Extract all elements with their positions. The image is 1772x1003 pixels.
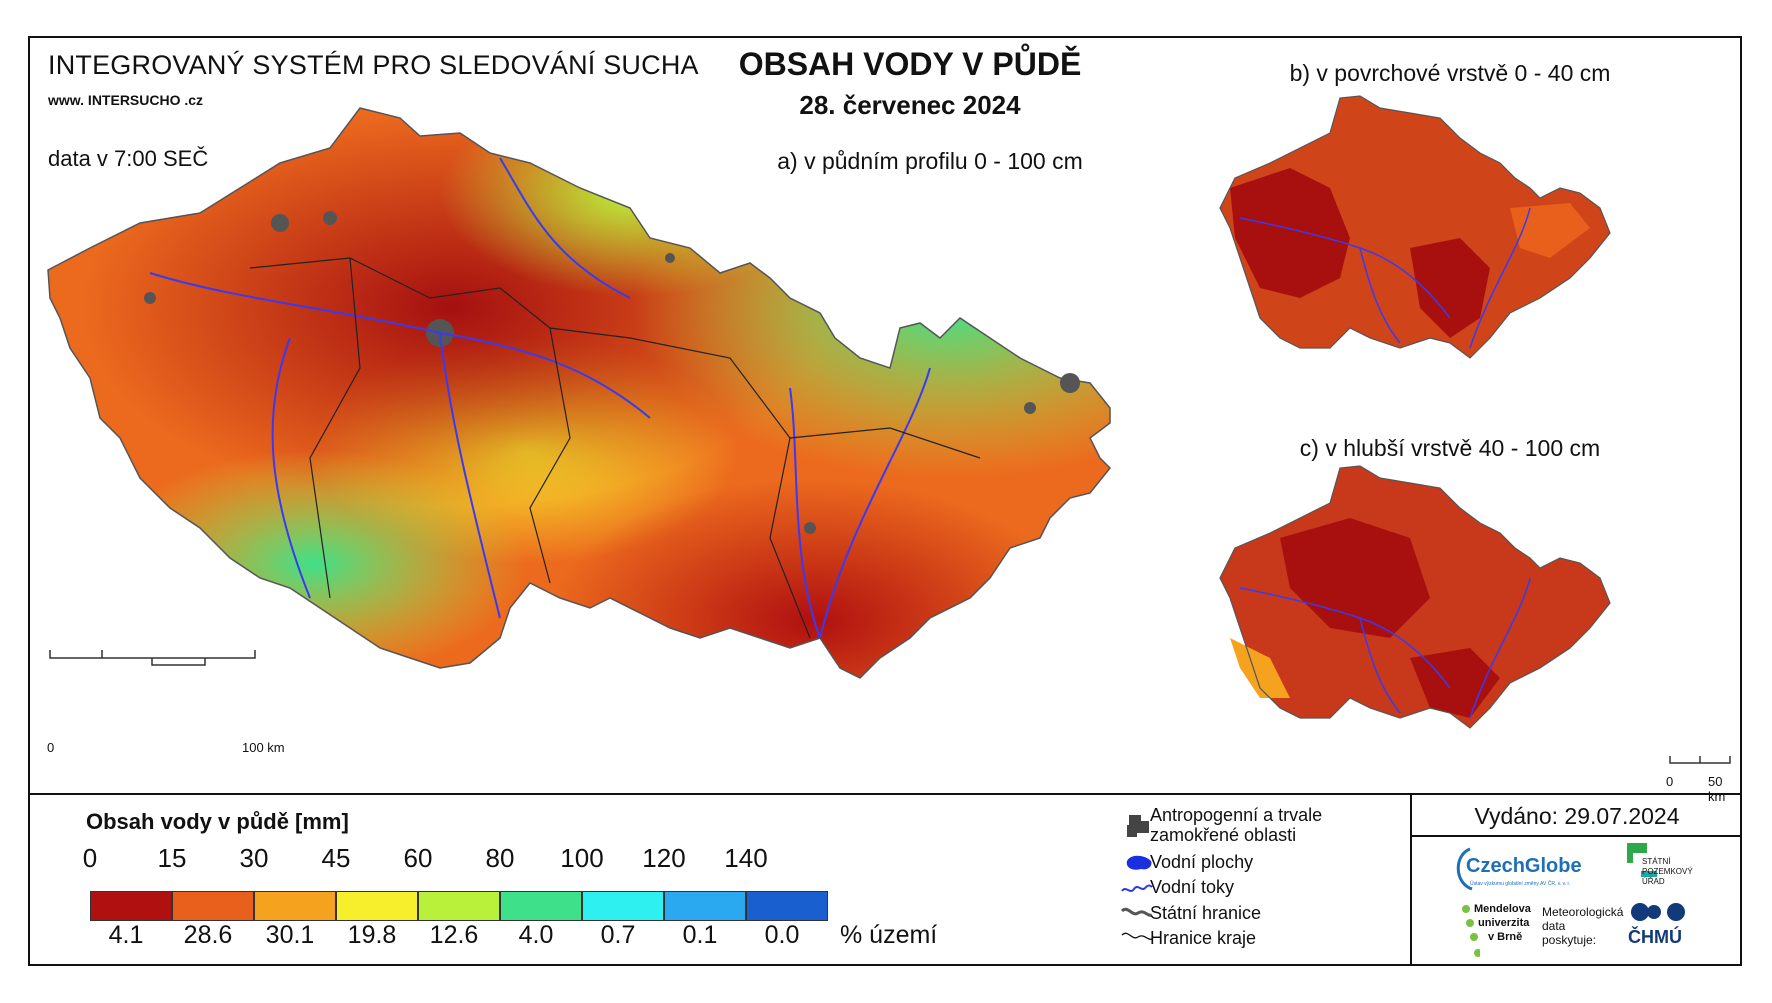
- spu-logo-line3: ÚŘAD: [1642, 877, 1665, 886]
- legend-color-box: [336, 891, 418, 921]
- meteo-data-line2: data: [1542, 919, 1566, 933]
- logos: CzechGlobe Ústav výzkumu globální změny …: [1452, 843, 1712, 963]
- map-area: INTEGROVANÝ SYSTÉM PRO SLEDOVÁNÍ SUCHA w…: [30, 38, 1740, 804]
- mendel-logo-line1: Mendelova: [1474, 903, 1531, 915]
- legend-tick: 15: [157, 843, 187, 873]
- legend-tick: 120: [642, 843, 686, 873]
- map-c-czech-republic: [1219, 465, 1611, 729]
- chmu-logo: ČHMÚ: [1628, 927, 1682, 947]
- legend-tick: 45: [321, 843, 351, 873]
- region-border-icon: [1121, 932, 1153, 940]
- legend-percentage: 19.8: [347, 921, 397, 949]
- meteo-data-line1: Meteorologická: [1542, 905, 1624, 919]
- percent-unit-label: % území: [840, 921, 938, 949]
- legend-water-bodies: Vodní plochy: [1150, 852, 1254, 872]
- mendel-logo-line2: univerzita: [1478, 917, 1530, 929]
- meteo-data-line3: poskytuje:: [1542, 933, 1597, 947]
- legend-panel: Obsah vody v půdě [mm] 0 15 30 45 60 80 …: [30, 793, 1742, 968]
- issued-divider: [1412, 835, 1742, 837]
- issued-date: Vydáno: 29.07.2024: [1474, 803, 1680, 829]
- river-icon: [1121, 884, 1153, 892]
- legend-percentage: 0.1: [682, 921, 718, 949]
- scale-small-start: 0: [1666, 774, 1674, 789]
- map-a-scale-bar: [49, 650, 256, 666]
- legend-percentage: 0.7: [600, 921, 636, 949]
- map-c-label: c) v hlubší vrstvě 40 - 100 cm: [1299, 435, 1601, 461]
- map-a-region-borders: [249, 257, 981, 639]
- map-b-czech-republic: [1219, 95, 1611, 359]
- czechglobe-logo: CzechGlobe: [1466, 855, 1582, 877]
- map-a-state-border: [47, 107, 1112, 679]
- scale-main-start: 0: [47, 740, 55, 755]
- map-a-rivers: [149, 157, 931, 639]
- legend-percentage: 28.6: [183, 921, 233, 949]
- legend-urban-line1: Antropogenní a trvale: [1150, 805, 1323, 825]
- legend-color-box: [746, 891, 828, 921]
- map-c-scale-bar: [1669, 756, 1731, 764]
- chmu-logo-icon: [1631, 903, 1685, 921]
- data-time-label: data v 7:00 SEČ: [48, 146, 209, 171]
- legend-percentage: 12.6: [429, 921, 479, 949]
- legend-percentage: 4.0: [518, 921, 554, 949]
- legend-tick: 100: [560, 843, 604, 873]
- legend-tick: 80: [485, 843, 515, 873]
- system-title: INTEGROVANÝ SYSTÉM PRO SLEDOVÁNÍ SUCHA: [48, 50, 699, 80]
- legend-urban-line2: zamokřené oblasti: [1150, 825, 1297, 845]
- legend-tick: 0: [82, 843, 98, 873]
- spu-logo-line1: STÁTNÍ: [1642, 857, 1671, 866]
- legend-color-box: [582, 891, 664, 921]
- issued-panel: Vydáno: 29.07.2024 CzechGlobe Ústav výzk…: [1410, 795, 1742, 966]
- map-date: 28. červenec 2024: [799, 90, 1021, 120]
- scale-main-end: 100 km: [242, 740, 285, 755]
- spu-logo-line2: POZEMKOVÝ: [1642, 867, 1693, 876]
- legend-percentage: 4.1: [108, 921, 144, 949]
- legend-title: Obsah vody v půdě [mm]: [86, 809, 349, 834]
- mendel-logo-icon: [1462, 905, 1480, 957]
- legend-color-box: [172, 891, 254, 921]
- map-a-czech-republic: [47, 95, 1731, 764]
- legend-color-box: [90, 891, 172, 921]
- czechglobe-logo-icon: [1456, 847, 1473, 891]
- legend-color-box: [500, 891, 582, 921]
- legend-percentage: 0.0: [764, 921, 800, 949]
- legend-color-box: [254, 891, 336, 921]
- legend-tick: 30: [239, 843, 269, 873]
- legend-state-border: Státní hranice: [1150, 903, 1262, 923]
- legend-percentage: 30.1: [265, 921, 315, 949]
- legend-rivers: Vodní toky: [1150, 877, 1235, 897]
- spu-logo-icon: [1627, 843, 1657, 877]
- map-frame: INTEGROVANÝ SYSTÉM PRO SLEDOVÁNÍ SUCHA w…: [28, 36, 1742, 966]
- legend-tick: 60: [403, 843, 433, 873]
- legend-tick: 140: [724, 843, 768, 873]
- urban-area-icon: [1127, 815, 1149, 837]
- website-label: www. INTERSUCHO .cz: [48, 92, 204, 108]
- mendel-logo-line3: v Brně: [1488, 931, 1523, 943]
- water-body-icon: [1126, 855, 1152, 870]
- main-title: OBSAH VODY V PŮDĚ: [738, 46, 1082, 82]
- legend-color-box: [418, 891, 500, 921]
- legend-color-box: [664, 891, 746, 921]
- map-a-fill: [48, 108, 1110, 678]
- legend-region-border: Hranice kraje: [1150, 928, 1257, 948]
- state-border-icon: [1120, 907, 1153, 917]
- scale-small-end: 50 km: [1708, 774, 1726, 804]
- map-a-label: a) v půdním profilu 0 - 100 cm: [777, 148, 1083, 174]
- czechglobe-subtitle: Ústav výzkumu globální změny AV ČR, v. v…: [1470, 881, 1571, 887]
- map-b-label: b) v povrchové vrstvě 0 - 40 cm: [1289, 60, 1611, 86]
